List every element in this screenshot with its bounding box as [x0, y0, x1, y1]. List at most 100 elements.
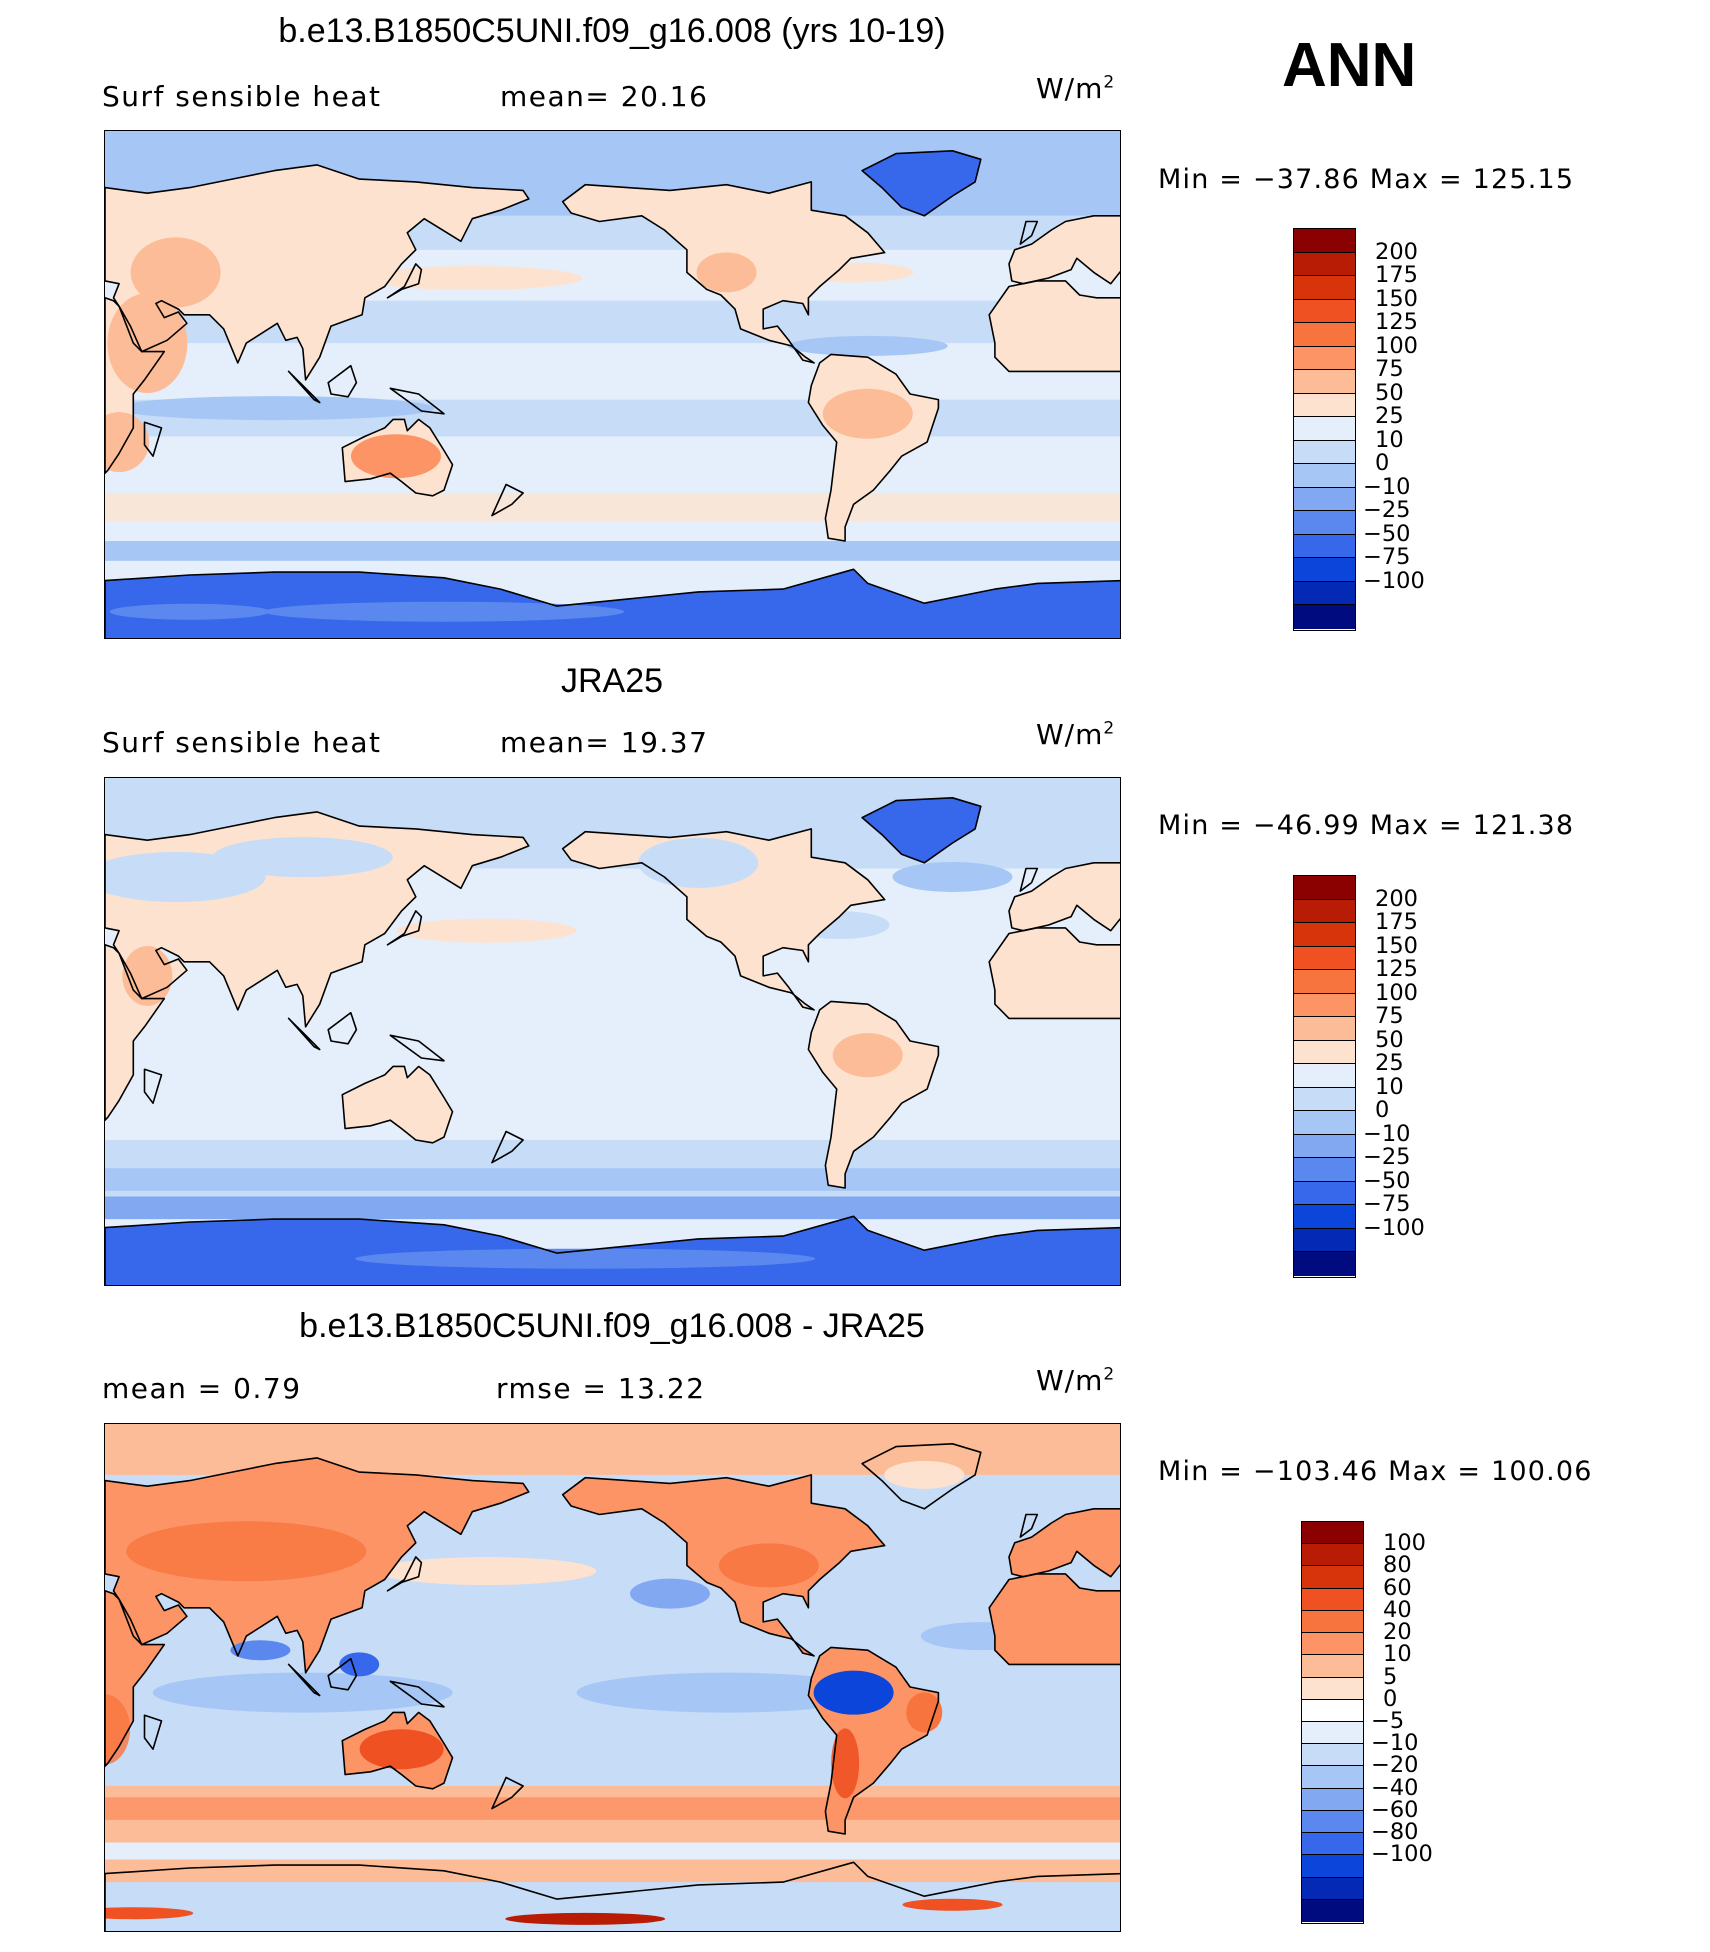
minmax-label: Min = −103.46 Max = 100.06 — [1158, 1456, 1593, 1487]
colorbar-tick-label: −10 — [1371, 1730, 1419, 1757]
colorbar-tick-label: 100 — [1375, 332, 1418, 359]
map-diff — [104, 1423, 1121, 1932]
colorbar-box — [1302, 1744, 1363, 1767]
colorbar-tick-label: 150 — [1375, 285, 1418, 312]
colorbar-box — [1302, 1899, 1363, 1922]
colorbar-box — [1294, 1040, 1355, 1065]
colorbar-boxes — [1301, 1521, 1364, 1924]
colorbar-tick-label: −10 — [1363, 1120, 1411, 1147]
colorbar-tick-label: 75 — [1375, 1003, 1404, 1030]
colorbar-box — [1302, 1610, 1363, 1634]
colorbar-box — [1294, 511, 1355, 535]
colorbar-box — [1302, 1810, 1363, 1834]
colorbar-box — [1302, 1544, 1363, 1567]
colorbar-tick-label: −75 — [1363, 1191, 1411, 1218]
mean-label: mean = 0.79 — [102, 1372, 302, 1405]
map-field — [105, 1424, 1120, 1931]
colorbar-obs: 200 175 150 125 100 75 50 25 10 0 −10 −25 −50 −75 −100 — [1293, 875, 1425, 1278]
colorbar-box — [1302, 1877, 1363, 1900]
colorbar-tick-label: 125 — [1375, 309, 1418, 336]
colorbar-tick-label: 0 — [1383, 1685, 1398, 1712]
colorbar-box — [1294, 464, 1355, 488]
map-obs — [104, 777, 1121, 1286]
colorbar-box — [1294, 946, 1355, 971]
units-label: W/m2 — [1036, 1364, 1116, 1397]
colorbar-box — [1294, 276, 1355, 300]
colorbar-box — [1294, 1017, 1355, 1041]
colorbar-tick-label: −100 — [1363, 567, 1425, 594]
colorbar-box — [1302, 1833, 1363, 1856]
colorbar-tick-label: 10 — [1383, 1641, 1412, 1668]
colorbar-box — [1302, 1566, 1363, 1589]
colorbar-box — [1302, 1766, 1363, 1789]
colorbar-box — [1294, 417, 1355, 441]
colorbar-tick-label: −5 — [1371, 1708, 1405, 1734]
colorbar-box — [1294, 299, 1355, 324]
colorbar-box — [1294, 229, 1355, 253]
colorbar-tick-label: 10 — [1375, 426, 1404, 453]
colorbar-tick-label: 50 — [1375, 379, 1404, 406]
colorbar-tick-label: 25 — [1375, 1050, 1404, 1077]
colorbar-box — [1294, 993, 1355, 1018]
colorbar-tick-label: −50 — [1363, 1167, 1411, 1194]
colorbar-box — [1294, 1064, 1355, 1088]
colorbar-box — [1294, 1181, 1355, 1206]
colorbar-box — [1302, 1588, 1363, 1611]
colorbar-tick-label: −75 — [1363, 544, 1411, 571]
colorbar-tick-label: −25 — [1363, 497, 1411, 524]
colorbar-box — [1302, 1522, 1363, 1545]
mean-label: mean= 19.37 — [500, 726, 709, 759]
colorbar-box — [1294, 487, 1355, 512]
colorbar-tick-label: −80 — [1371, 1819, 1419, 1846]
variable-label: Surf sensible heat — [102, 726, 382, 759]
colorbar-tick-label: 5 — [1383, 1663, 1398, 1690]
colorbar-box — [1294, 605, 1355, 629]
colorbar-tick-label: −100 — [1371, 1841, 1433, 1868]
colorbar-tick-label: 0 — [1375, 450, 1390, 477]
panel-model: b.e13.B1850C5UNI.f09_g16.008 (yrs 10-19)… — [0, 0, 1710, 650]
colorbar-tick-label: 200 — [1375, 885, 1418, 912]
colorbar-box — [1302, 1788, 1363, 1811]
colorbar-tick-label: 75 — [1375, 356, 1404, 383]
colorbar-tick-label: 0 — [1375, 1097, 1390, 1124]
season-label: ANN — [1282, 31, 1417, 100]
colorbar-box — [1302, 1699, 1363, 1722]
colorbar-tick-label: −25 — [1363, 1144, 1411, 1171]
colorbar-tick-label: −50 — [1363, 520, 1411, 547]
minmax-label: Min = −37.86 Max = 125.15 — [1158, 164, 1575, 195]
colorbar-box — [1302, 1721, 1363, 1745]
colorbar-tick-label: 80 — [1383, 1552, 1412, 1579]
colorbar-box — [1294, 1087, 1355, 1112]
panel-title: b.e13.B1850C5UNI.f09_g16.008 - JRA25 — [299, 1307, 925, 1345]
colorbar-box — [1294, 1205, 1355, 1229]
colorbar-boxes — [1293, 875, 1356, 1278]
colorbar-box — [1294, 1111, 1355, 1135]
colorbar-box — [1294, 534, 1355, 559]
colorbar-model: 200 175 150 125 100 75 50 25 10 0 −10 −25 −50 −75 −100 — [1293, 228, 1425, 631]
colorbar-box — [1302, 1655, 1363, 1678]
map-model — [104, 130, 1121, 639]
colorbar-box — [1294, 393, 1355, 418]
colorbar-boxes — [1293, 228, 1356, 631]
mean-label: mean= 20.16 — [500, 80, 709, 113]
colorbar-tick-label: 150 — [1375, 932, 1418, 959]
units-label: W/m2 — [1036, 718, 1116, 751]
colorbar-tick-label: 10 — [1375, 1073, 1404, 1100]
colorbar-box — [1294, 1134, 1355, 1159]
colorbar-tick-label: −40 — [1371, 1774, 1419, 1801]
colorbar-tick-label: 100 — [1383, 1530, 1426, 1557]
colorbar-tick-label: 40 — [1383, 1596, 1412, 1623]
colorbar-box — [1294, 899, 1355, 924]
panel-title: b.e13.B1850C5UNI.f09_g16.008 (yrs 10-19) — [278, 12, 946, 50]
variable-label: Surf sensible heat — [102, 80, 382, 113]
colorbar-box — [1294, 1158, 1355, 1182]
colorbar-diff: 100 80 60 40 20 10 5 0 −5 −10 −20 −40 −60 −80 −100 — [1301, 1521, 1433, 1924]
colorbar-tick-label: 20 — [1383, 1619, 1412, 1646]
colorbar-tick-label: 60 — [1383, 1574, 1412, 1601]
panel-obs: JRA25 Surf sensible heat mean= 19.37 W/m… — [102, 662, 1573, 1286]
colorbar-tick-label: −20 — [1371, 1752, 1419, 1779]
map-field — [105, 778, 1120, 1285]
map-field — [105, 131, 1120, 638]
colorbar-box — [1294, 923, 1355, 947]
